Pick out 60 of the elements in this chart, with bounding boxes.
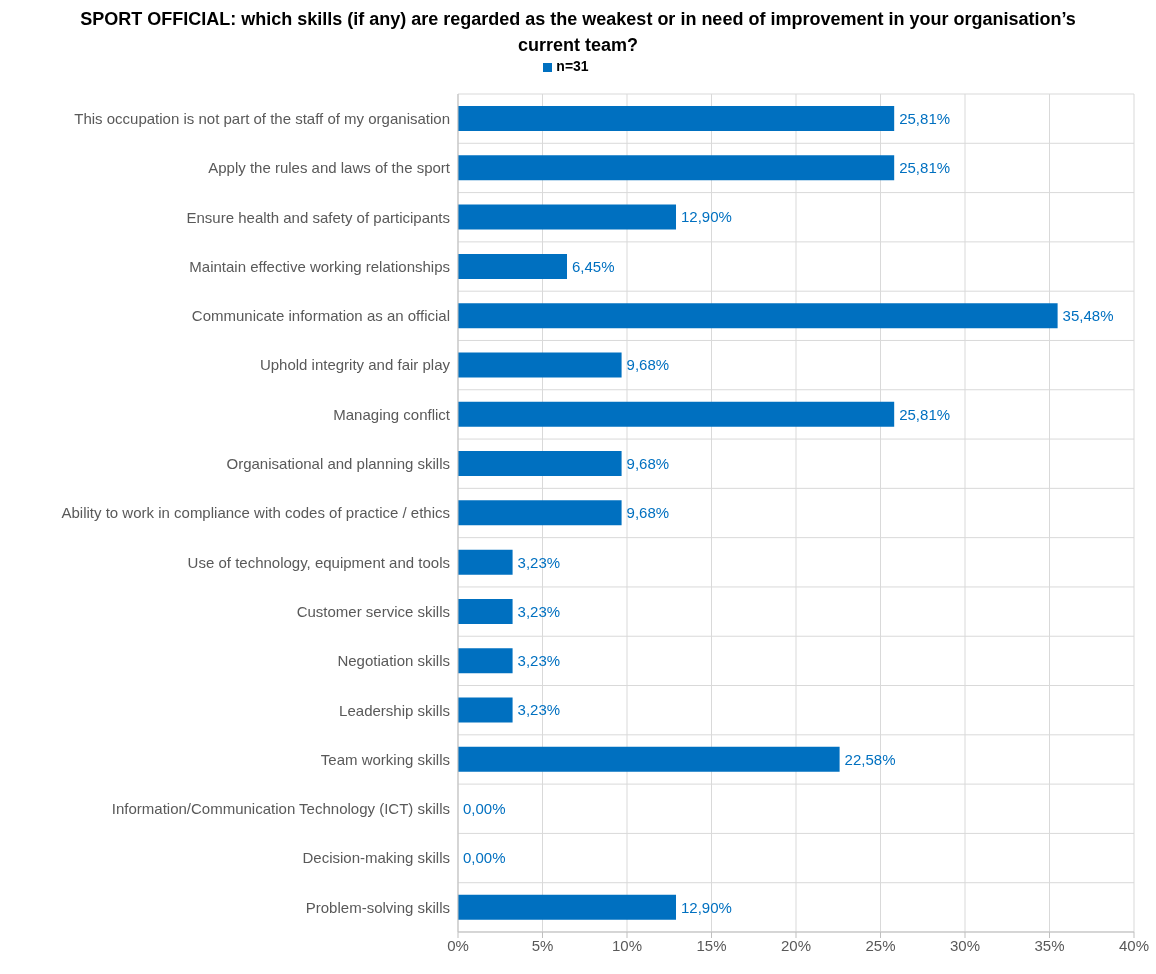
bar <box>458 106 895 131</box>
x-tick-label: 25% <box>865 936 896 954</box>
bar <box>458 451 622 477</box>
data-label: 0,00% <box>463 800 506 818</box>
y-tick-label: Uphold integrity and fair play <box>259 356 451 374</box>
bar <box>458 549 513 575</box>
data-label: 25,81% <box>899 159 951 177</box>
bar <box>458 253 568 279</box>
x-tick-label: 5% <box>531 936 554 954</box>
data-label: 3,23% <box>517 553 561 571</box>
bar <box>458 598 513 624</box>
x-tick-label: 40% <box>1118 936 1150 954</box>
y-tick-label: Negotiation skills <box>337 652 450 670</box>
y-tick-label: Customer service skills <box>296 602 450 620</box>
data-label: 9,68% <box>626 504 670 522</box>
bar <box>458 204 677 230</box>
y-tick-label: Maintain effective working relationships <box>189 257 450 275</box>
bar <box>458 401 895 427</box>
y-tick-label: Problem-solving skills <box>305 898 450 916</box>
data-label: 3,23% <box>517 701 561 719</box>
bar <box>458 697 513 723</box>
data-label: 35,48% <box>1062 307 1114 325</box>
y-tick-label: Ability to work in compliance with codes of practice / ethics <box>61 504 450 522</box>
bar <box>458 648 513 674</box>
bar <box>458 894 677 920</box>
data-label: 12,90% <box>681 898 732 916</box>
x-tick-label: 10% <box>611 936 643 954</box>
x-tick-label: 0% <box>447 936 469 954</box>
data-label: 3,23% <box>517 602 561 620</box>
y-tick-label: Organisational and planning skills <box>226 455 450 473</box>
data-label: 0,00% <box>463 849 506 867</box>
data-label: 12,90% <box>681 208 732 226</box>
bar <box>458 303 1058 329</box>
x-tick-label: 30% <box>949 936 981 954</box>
bar <box>458 155 895 181</box>
y-tick-label: Team working skills <box>320 750 450 768</box>
y-tick-label: Communicate information as an official <box>191 307 450 325</box>
bar <box>458 746 840 772</box>
bar <box>458 500 622 526</box>
y-tick-label: Managing conflict <box>333 405 451 423</box>
data-label: 25,81% <box>899 405 951 423</box>
y-tick-label: This occupation is not part of the staff of my organisation <box>74 109 450 127</box>
y-tick-label: Ensure health and safety of participants <box>186 208 450 226</box>
x-tick-label: 20% <box>780 936 812 954</box>
x-tick-label: 15% <box>696 936 727 954</box>
data-label: 25,81% <box>899 109 951 127</box>
data-label: 22,58% <box>844 750 896 768</box>
data-label: 3,23% <box>517 652 561 670</box>
bar <box>458 352 622 378</box>
y-tick-label: Information/Communication Technology (ICT) skills <box>111 800 450 818</box>
y-tick-label: Apply the rules and laws of the sport <box>208 159 451 177</box>
data-label: 9,68% <box>626 454 670 472</box>
y-tick-label: Leadership skills <box>339 701 450 719</box>
y-tick-label: Use of technology, equipment and tools <box>187 553 450 571</box>
chart-title: SPORT OFFICIAL: which skills (if any) are regarded as the weakest or in need of improvement in your organisation’s current team? <box>79 8 1077 57</box>
data-label: 9,68% <box>626 356 670 374</box>
x-tick-label: 35% <box>1034 936 1065 954</box>
y-tick-label: Decision-making skills <box>302 849 450 867</box>
data-label: 6,45% <box>572 257 615 275</box>
legend-label: n=31 <box>556 58 589 74</box>
